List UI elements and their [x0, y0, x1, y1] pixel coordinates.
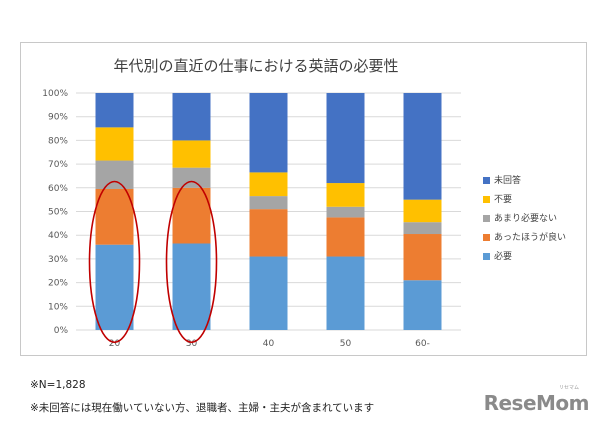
bar-segment [249, 256, 288, 330]
legend-swatch [483, 234, 490, 241]
y-tick-label: 50% [48, 208, 68, 218]
bar-segment [172, 140, 211, 168]
y-tick-label: 80% [48, 136, 68, 146]
bar-segment [95, 188, 134, 245]
x-tick-label: 30 [186, 339, 198, 349]
y-tick-label: 60% [48, 184, 68, 194]
legend-label: あったほうが良い [494, 231, 566, 243]
x-tick-label: 50 [340, 339, 352, 349]
sample-size-note: ※N=1,828 [30, 379, 86, 391]
highlight-ellipse [88, 180, 141, 344]
bar-segment [95, 244, 134, 330]
y-tick-label: 30% [48, 255, 68, 265]
logo-ruby: リセマム [558, 385, 579, 391]
y-tick-label: 20% [48, 279, 68, 289]
bar-segment [249, 93, 288, 173]
x-tick-label: 60- [415, 339, 430, 349]
chart-title: 年代別の直近の仕事における英語の必要性 [113, 57, 399, 75]
bar-segment [95, 93, 134, 128]
bar-segment [172, 167, 211, 188]
bar-segment [249, 196, 288, 210]
bar-segment [326, 217, 365, 257]
x-tick-label: 40 [263, 339, 275, 349]
bar-segment [172, 187, 211, 244]
bar-segment [326, 93, 365, 184]
bar-segment [249, 209, 288, 257]
unanswered-note: ※未回答には現在働いていない方、退職者、主婦・主夫が含まれています [30, 402, 375, 414]
bar-segment [403, 234, 442, 281]
y-tick-label: 100% [42, 89, 68, 99]
legend-label: あまり必要ない [494, 212, 557, 224]
bar-segment [172, 93, 211, 141]
stacked-bar-chart: 0% 10% 20% 30% 40% 50% 60% 70% 80% 90% 100% 20 30 40 5… [42, 89, 566, 349]
y-tick-label: 0% [54, 326, 69, 336]
bar-segment [326, 256, 365, 330]
bar-segment [403, 93, 442, 200]
highlight-ellipse [165, 180, 218, 344]
bar-segment [326, 206, 365, 218]
bar-segment [326, 183, 365, 207]
legend-label: 必要 [494, 250, 512, 262]
bar-segment [95, 127, 134, 161]
x-tick-label: 20 [109, 339, 121, 349]
y-tick-label: 40% [48, 231, 68, 241]
legend-label: 不要 [494, 194, 512, 205]
chart-frame: 年代別の直近の仕事における英語の必要性 0% 10% 20% 30% 40% 50% 60%… [20, 42, 587, 356]
bar-segment [172, 243, 211, 330]
bar-segment [403, 280, 442, 330]
resemom-logo: ReseMom [483, 391, 590, 415]
bar-segment [403, 222, 442, 235]
y-tick-label: 10% [48, 302, 68, 312]
legend-swatch [483, 177, 490, 184]
bar-segment [95, 160, 134, 189]
legend-swatch [483, 196, 490, 203]
legend-swatch [483, 253, 490, 260]
bar-segment [249, 172, 288, 197]
y-tick-label: 90% [48, 113, 68, 123]
legend-swatch [483, 215, 490, 222]
legend-label: 未回答 [494, 174, 521, 186]
bar-segment [403, 199, 442, 223]
y-tick-label: 70% [48, 160, 68, 170]
